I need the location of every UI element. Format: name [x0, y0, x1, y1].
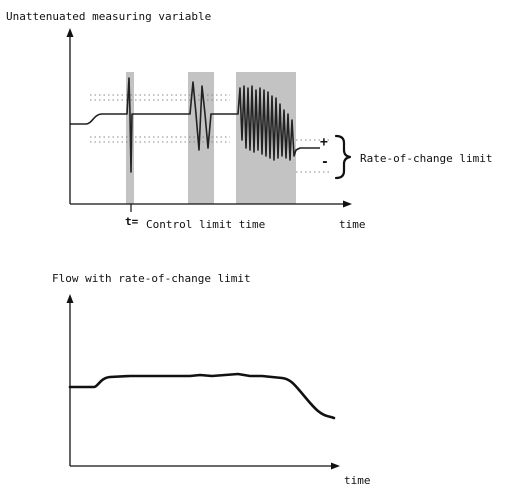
t-marker-symbol: t= — [125, 215, 139, 228]
limit-plus-sign: + — [320, 135, 328, 150]
limit-minus-sign: - — [321, 155, 329, 170]
top-panel-title: Unattenuated measuring variable — [6, 10, 211, 23]
rate-of-change-brace-icon — [334, 134, 352, 180]
flow-limited-signal-line — [68, 372, 336, 420]
bottom-y-axis-arrow-icon — [66, 294, 74, 303]
bottom-panel-title: Flow with rate-of-change limit — [52, 272, 251, 285]
unattenuated-signal-line — [70, 77, 320, 173]
top-panel: Unattenuated measuring variable time t= … — [6, 10, 492, 231]
top-x-axis-arrow-icon — [343, 200, 352, 208]
top-x-axis-label: time — [339, 218, 366, 231]
bottom-x-axis-label: time — [344, 474, 371, 487]
bottom-panel: Flow with rate-of-change limit time — [52, 272, 371, 487]
control-limit-time-label: Control limit time — [146, 218, 265, 231]
rate-of-change-limit-label: Rate-of-change limit — [360, 152, 492, 165]
top-y-axis-arrow-icon — [66, 28, 74, 37]
bottom-x-axis-arrow-icon — [331, 462, 340, 470]
